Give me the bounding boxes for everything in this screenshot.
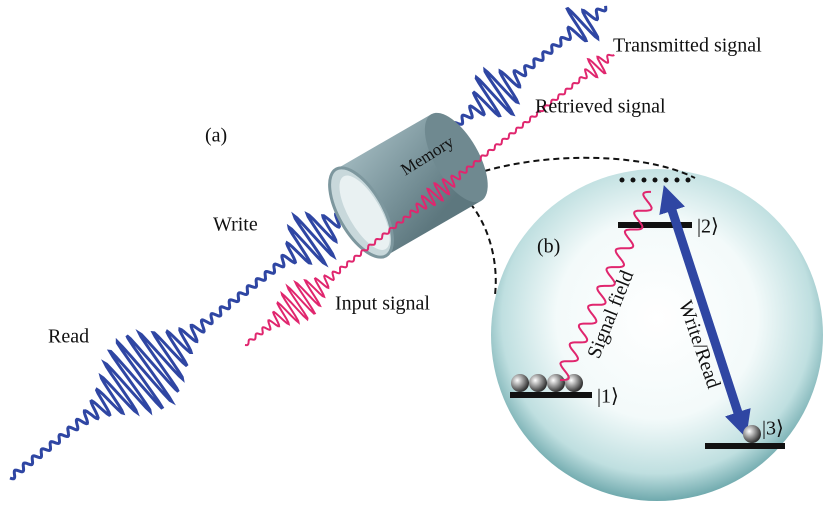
retrieved-label: Retrieved signal [535,96,666,118]
sphere [491,169,823,501]
write-label: Write [213,214,258,236]
dot [620,178,625,183]
level-3-label: |3⟩ [762,418,784,440]
panel-a-label: (a) [205,125,227,147]
memory-cylinder [317,103,500,267]
atom [743,425,761,443]
dot [631,178,636,183]
dot [664,178,669,183]
dot [686,178,691,183]
dot [675,178,680,183]
atom [511,374,529,392]
diagram: Transmitted signal Retrieved signal (a) … [0,0,823,508]
level-1-label: |1⟩ [597,386,619,408]
atom [529,374,547,392]
dot [653,178,658,183]
dot [642,178,647,183]
atom [547,374,565,392]
level-2-label: |2⟩ [697,216,719,238]
panel-b-label: (b) [537,236,560,258]
read-label: Read [48,326,89,348]
transmitted-label: Transmitted signal [613,35,762,57]
input-signal-label: Input signal [335,293,430,315]
